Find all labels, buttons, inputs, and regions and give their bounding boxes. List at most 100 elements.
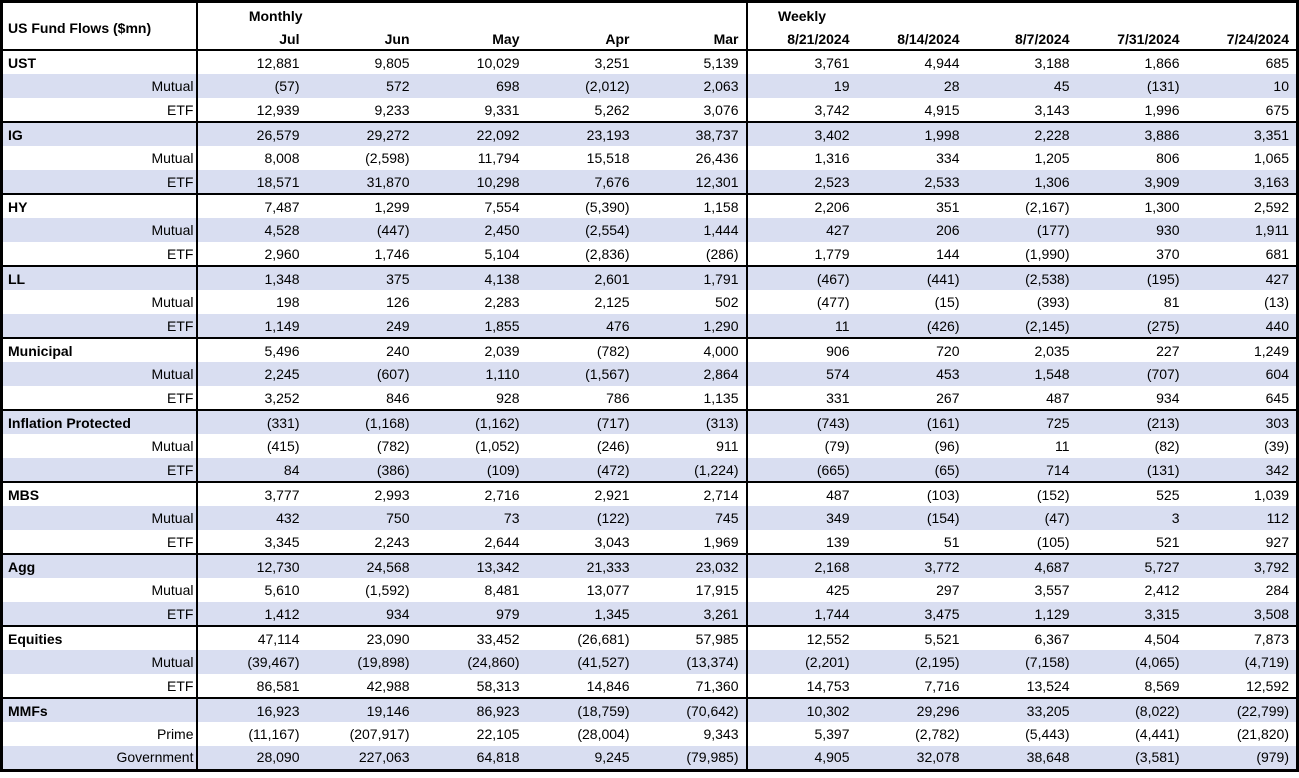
- value-cell: 2,245: [264, 366, 300, 382]
- category-row: Equities 47,114 23,090 33,452 (26,681) 57,985…: [1, 625, 1298, 650]
- value-cell: 5,104: [484, 245, 520, 262]
- value-cell: 1,744: [814, 605, 850, 622]
- column-header-row: Jul Jun May Apr Mar 8/21/2024 8/14/2024 …: [2, 28, 1298, 50]
- value-cell: 7,487: [196, 193, 307, 218]
- value-cell: (415): [266, 438, 300, 454]
- value-cell: 6,367: [966, 625, 1077, 650]
- value-cell: 17,915: [636, 578, 748, 602]
- value-cell: 9,245: [594, 749, 630, 766]
- header-spacer: [967, 2, 1077, 29]
- value-cell: (39,467): [247, 654, 300, 670]
- value-cell: 4,000: [636, 337, 748, 362]
- sub-row: Mutual (57) 572 698 (2,012) 2,063 19 28 45 (131) 1…: [1, 74, 1298, 98]
- header-spacer: [1187, 2, 1298, 29]
- value-cell: (105): [1036, 533, 1070, 550]
- value-cell: 22,092: [416, 121, 527, 146]
- value-cell: (2,012): [585, 78, 630, 94]
- value-cell: (472): [596, 461, 630, 478]
- value-cell: 11: [1054, 438, 1070, 454]
- sub-row: ETF 3,252 846 928 786 1,135 331 267 487 934 645: [1, 386, 1298, 410]
- header-spacer: [857, 2, 967, 29]
- value-cell: 927: [1265, 533, 1289, 550]
- header-spacer: [307, 2, 417, 29]
- value-cell: 2,450: [484, 222, 520, 238]
- value-cell: 4,504: [1076, 625, 1187, 650]
- value-cell: 681: [1265, 245, 1289, 262]
- section-label-weekly: Weekly: [778, 7, 826, 24]
- row-label: Mutual: [1, 578, 198, 602]
- category-row: IG 26,579 29,272 22,092 23,193 38,737 3,402 1,9…: [1, 121, 1298, 146]
- value-cell: (18,759): [526, 697, 637, 722]
- row-label: Inflation Protected: [1, 409, 198, 434]
- value-cell: 2,533: [924, 173, 960, 190]
- value-cell: 28,090: [256, 749, 300, 766]
- value-cell: 521: [1156, 533, 1180, 550]
- value-cell: 1,290: [636, 314, 748, 338]
- value-cell: (331): [196, 409, 307, 434]
- value-cell: 3,909: [1144, 173, 1180, 190]
- value-cell: (22,799): [1186, 697, 1298, 722]
- value-cell: 5,262: [594, 101, 630, 118]
- value-cell: 928: [496, 389, 520, 406]
- value-cell: (8,022): [1076, 697, 1187, 722]
- value-cell: 86,581: [256, 677, 300, 694]
- value-cell: 126: [386, 294, 410, 310]
- table-title: US Fund Flows ($mn): [1, 1, 198, 50]
- value-cell: 23,090: [306, 625, 417, 650]
- value-cell: 10,298: [476, 173, 520, 190]
- sub-row: Mutual 5,610 (1,592) 8,481 13,077 17,915 425 29…: [1, 578, 1298, 602]
- value-cell: 3,777: [196, 481, 307, 506]
- row-label: IG: [1, 121, 198, 146]
- header-spacer: [1077, 2, 1187, 29]
- value-cell: 2,993: [306, 481, 417, 506]
- value-cell: 15,518: [586, 150, 630, 166]
- value-cell: 1,039: [1186, 481, 1298, 506]
- value-cell: 23,193: [526, 121, 637, 146]
- value-cell: 331: [826, 389, 850, 406]
- value-cell: 3,043: [594, 533, 630, 550]
- value-cell: (82): [1154, 438, 1180, 454]
- value-cell: 2,714: [636, 481, 748, 506]
- value-cell: (782): [376, 438, 410, 454]
- value-cell: (109): [486, 461, 520, 478]
- value-cell: 2,063: [636, 74, 748, 98]
- value-cell: 4,915: [924, 101, 960, 118]
- sub-row: Mutual (415) (782) (1,052) (246) 911 (79) (96) 1…: [1, 434, 1298, 458]
- value-cell: 2,035: [966, 337, 1077, 362]
- value-cell: 26,436: [636, 146, 748, 170]
- value-cell: (3,581): [1135, 749, 1180, 766]
- value-cell: 1,205: [1034, 150, 1070, 166]
- value-cell: (1,162): [416, 409, 527, 434]
- value-cell: 725: [966, 409, 1077, 434]
- value-cell: 351: [856, 193, 967, 218]
- category-row: HY 7,487 1,299 7,554 (5,390) 1,158 2,206 351 (2,…: [1, 193, 1298, 218]
- value-cell: 3,475: [924, 605, 960, 622]
- value-cell: 12,301: [636, 170, 748, 194]
- value-cell: 42,988: [366, 677, 410, 694]
- value-cell: (386): [376, 461, 410, 478]
- row-label: Prime: [1, 722, 198, 746]
- value-cell: 139: [826, 533, 850, 550]
- value-cell: (246): [596, 438, 630, 454]
- value-cell: 4,138: [416, 265, 527, 290]
- value-cell: 7,676: [594, 173, 630, 190]
- value-cell: (47): [1044, 510, 1070, 526]
- value-cell: (96): [934, 438, 960, 454]
- value-cell: 1,996: [1144, 101, 1180, 118]
- value-cell: 13,524: [1026, 677, 1070, 694]
- value-cell: 375: [306, 265, 417, 290]
- sub-row: ETF 12,939 9,233 9,331 5,262 3,076 3,742 4,915 3…: [1, 98, 1298, 122]
- sub-row: Mutual 8,008 (2,598) 11,794 15,518 26,436 1,31…: [1, 146, 1298, 170]
- value-cell: 303: [1186, 409, 1298, 434]
- value-cell: (28,004): [577, 726, 630, 742]
- value-cell: 5,139: [636, 49, 748, 74]
- value-cell: (1,168): [306, 409, 417, 434]
- value-cell: (393): [1036, 294, 1070, 310]
- value-cell: 8,569: [1144, 677, 1180, 694]
- value-cell: 745: [636, 506, 748, 530]
- value-cell: 934: [1156, 389, 1180, 406]
- value-cell: 8,008: [264, 150, 300, 166]
- value-cell: 3,761: [746, 49, 857, 74]
- row-label: Municipal: [1, 337, 198, 362]
- category-row: Municipal 5,496 240 2,039 (782) 4,000 906 720 2,…: [1, 337, 1298, 362]
